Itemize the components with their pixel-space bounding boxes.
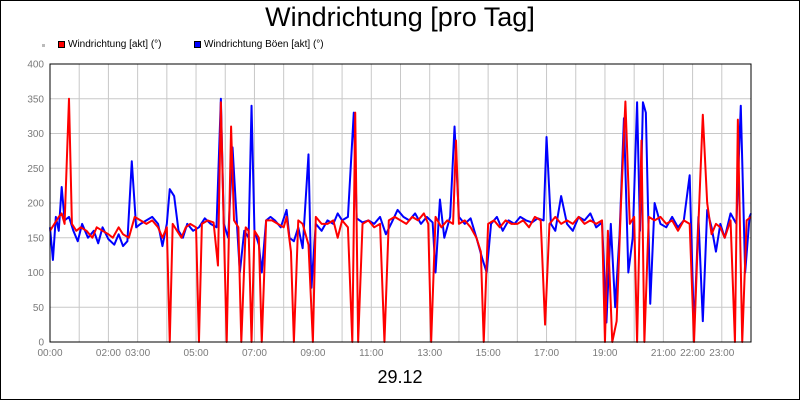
x-tick-label: 23:00	[709, 348, 734, 359]
y-tick-label: 0	[38, 338, 44, 349]
x-tick-label: 17:00	[534, 348, 559, 359]
x-tick-label: 13:00	[417, 348, 442, 359]
legend-marker-dot	[42, 44, 45, 47]
x-tick-label: 21:00	[651, 348, 676, 359]
y-tick-label: 200	[27, 199, 44, 210]
legend-entry-windrichtung-boeen: Windrichtung Böen [akt] (°)	[194, 38, 324, 52]
chart-title: Windrichtung [pro Tag]	[265, 2, 535, 32]
y-tick-label: 250	[27, 164, 44, 175]
legend-label-windrichtung-boeen: Windrichtung Böen [akt] (°)	[204, 39, 324, 50]
y-tick-label: 350	[27, 94, 44, 105]
y-tick-label: 100	[27, 268, 44, 279]
y-tick-label: 50	[33, 303, 45, 314]
y-tick-label: 300	[27, 129, 44, 140]
x-tick-label: 09:00	[300, 348, 325, 359]
legend-label-windrichtung: Windrichtung [akt] (°)	[68, 39, 162, 50]
legend-swatch-blue	[194, 41, 201, 48]
x-tick-label: 03:00	[125, 348, 150, 359]
x-tick-label: 07:00	[242, 348, 267, 359]
x-tick-label: 11:00	[359, 348, 384, 359]
x-tick-label: 05:00	[184, 348, 209, 359]
y-tick-label: 150	[27, 233, 44, 244]
y-tick-label: 400	[27, 60, 44, 71]
x-tick-label: 02:00	[96, 348, 121, 359]
x-axis-date-label: 29.12	[377, 367, 423, 387]
x-tick-label: 22:00	[680, 348, 705, 359]
series-line-1	[49, 97, 752, 343]
x-tick-label: 00:00	[37, 348, 62, 359]
legend-entry-windrichtung: Windrichtung [akt] (°)	[58, 38, 161, 52]
x-tick-label: 19:00	[592, 348, 617, 359]
x-tick-label: 15:00	[476, 348, 501, 359]
legend-swatch-red	[58, 41, 65, 48]
plot-border	[49, 63, 752, 343]
